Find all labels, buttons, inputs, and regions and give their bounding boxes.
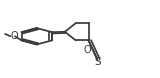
- Text: S: S: [94, 57, 101, 67]
- Text: O: O: [84, 45, 92, 55]
- Text: O: O: [11, 31, 18, 41]
